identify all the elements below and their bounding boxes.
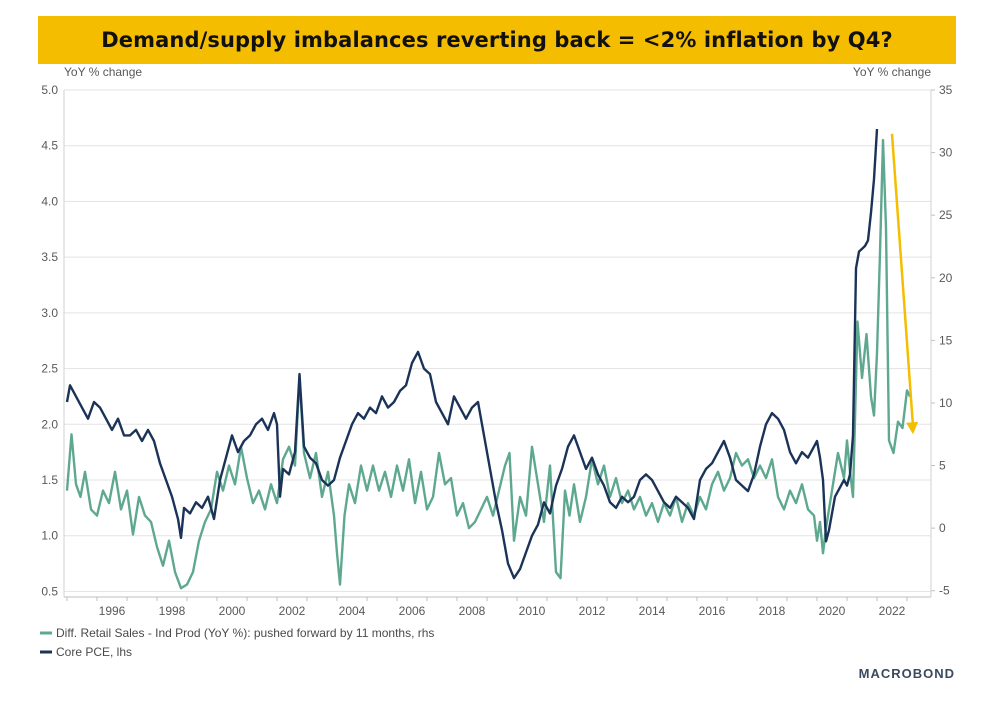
x-tick-label: 2006: [399, 604, 426, 618]
legend: Diff. Retail Sales - Ind Prod (YoY %): p…: [40, 626, 434, 659]
y-left-tick-label: 4.0: [41, 194, 58, 208]
annotation-layer: [890, 133, 919, 435]
y-right-tick-label: 10: [939, 396, 953, 410]
x-tick-label: 2010: [519, 604, 546, 618]
x-tick-label: 2014: [639, 604, 666, 618]
y-right-tick-label: 35: [939, 83, 953, 97]
y-right-tick-label: 25: [939, 208, 953, 222]
y-right-tick-label: 5: [939, 459, 946, 473]
legend-label-core-pce: Core PCE, lhs: [56, 645, 132, 659]
axes: 5.0 4.5 4.0 3.5 3.0 2.5 2.0 1.5 1.0 0.5 35 30 25 20 15…: [41, 83, 952, 618]
y-left-tick-label: 3.5: [41, 250, 58, 264]
x-tick-label: 2012: [579, 604, 606, 618]
brand-logo: MACROBOND: [859, 666, 955, 681]
y-left-tick-label: 2.5: [41, 362, 58, 376]
right-axis-label: YoY % change: [853, 65, 931, 79]
trend-arrow-head: [906, 421, 919, 435]
x-tick-label: 1998: [159, 604, 186, 618]
y-left-tick-label: 2.0: [41, 417, 58, 431]
chart-title: Demand/supply imbalances reverting back …: [101, 28, 893, 52]
x-tick-label: 2002: [279, 604, 306, 618]
brand-name: MACROBOND: [859, 666, 955, 681]
y-left-tick-label: 0.5: [41, 584, 58, 598]
x-tick-label: 2016: [699, 604, 726, 618]
x-tick-label: 2018: [759, 604, 786, 618]
left-axis-label: YoY % change: [64, 65, 142, 79]
x-tick-label: 1996: [99, 604, 126, 618]
x-tick-label: 2022: [879, 604, 906, 618]
y-right-tick-label: 30: [939, 146, 953, 160]
y-right-tick-label: -5: [939, 584, 950, 598]
x-tick-label: 2020: [819, 604, 846, 618]
trend-arrow-line: [890, 133, 915, 427]
grid-lines: [64, 89, 931, 592]
y-right-tick-label: 20: [939, 271, 953, 285]
y-left-tick-label: 5.0: [41, 83, 58, 97]
series-layer: [65, 128, 912, 590]
x-tick-label: 2004: [339, 604, 366, 618]
series-line-core-pce: [65, 128, 879, 580]
series-line-retail-minus-indprod: [65, 138, 912, 590]
y-left-tick-label: 3.0: [41, 306, 58, 320]
y-right-tick-label: 0: [939, 521, 946, 535]
y-right-tick-label: 15: [939, 333, 953, 347]
title-banner: Demand/supply imbalances reverting back …: [38, 16, 956, 64]
x-tick-label: 2008: [459, 604, 486, 618]
y-left-tick-label: 4.5: [41, 139, 58, 153]
y-left-tick-label: 1.5: [41, 473, 58, 487]
x-tick-label: 2000: [219, 604, 246, 618]
y-left-tick-label: 1.0: [41, 529, 58, 543]
legend-label-retail: Diff. Retail Sales - Ind Prod (YoY %): p…: [56, 626, 434, 640]
